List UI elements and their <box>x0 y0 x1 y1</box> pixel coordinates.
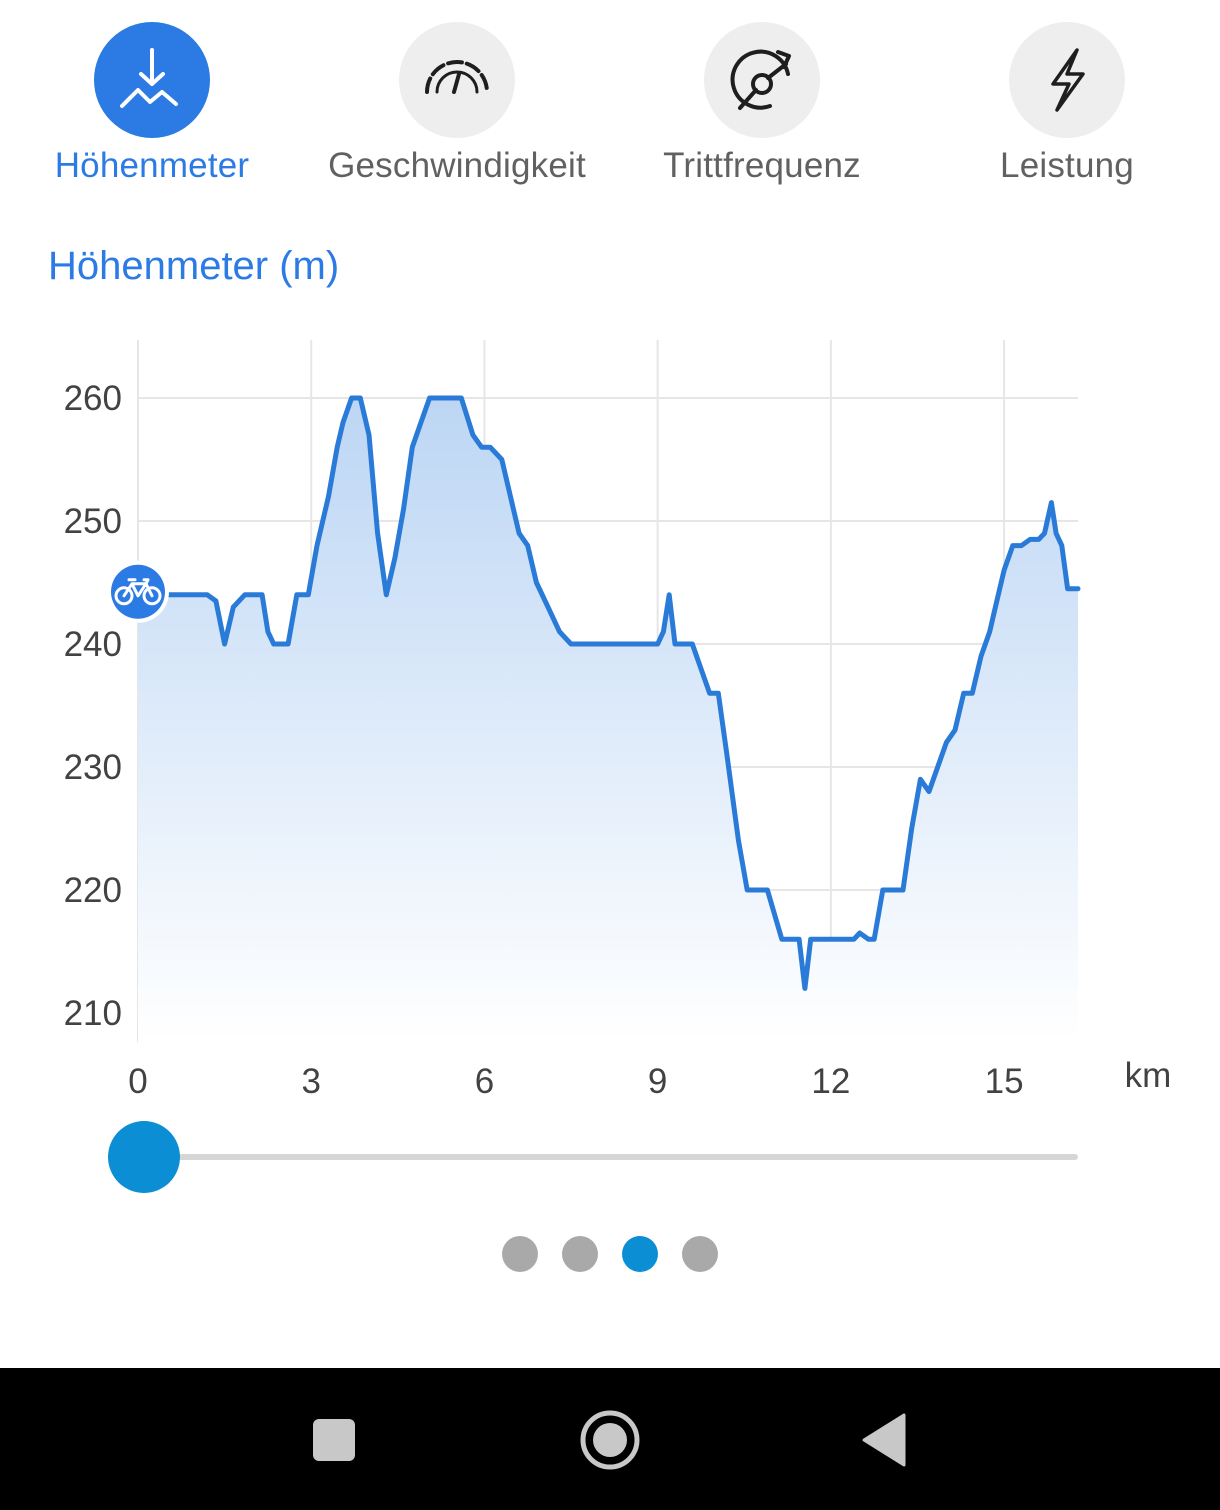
x-tick-label: 3 <box>301 1062 320 1101</box>
page-indicator <box>500 1236 720 1274</box>
y-tick-label: 230 <box>64 748 122 787</box>
tab-elevation[interactable]: Höhenmeter <box>2 22 302 197</box>
elevation-icon <box>120 48 178 108</box>
bicycle-wheel-front <box>142 586 162 606</box>
x-tick-label: 0 <box>128 1062 147 1101</box>
tab-cadence-label: Trittfrequenz <box>663 146 861 185</box>
back-button[interactable] <box>854 1408 918 1472</box>
system-navigation-bar <box>0 1368 1220 1510</box>
bicycle-frame <box>122 578 154 598</box>
y-tick-label: 210 <box>64 994 122 1033</box>
home-button[interactable] <box>578 1408 642 1472</box>
page-dot-1[interactable] <box>502 1236 538 1272</box>
position-marker[interactable] <box>107 560 169 623</box>
metric-tab-bar: Höhenmeter Geschwindigkeit Trittfrequenz <box>0 0 1220 200</box>
cadence-icon <box>730 49 791 110</box>
y-tick-label: 250 <box>64 502 122 541</box>
tab-power-label: Leistung <box>1000 146 1134 185</box>
slider-thumb[interactable] <box>108 1121 180 1193</box>
bicycle-wheel-back <box>114 586 134 606</box>
marker-background <box>111 564 165 619</box>
bicycle-icon <box>114 578 162 606</box>
tab-cadence-icon-circle <box>704 22 820 138</box>
tab-power-icon-circle <box>1009 22 1125 138</box>
lightning-icon <box>1051 48 1085 112</box>
home-circle-icon <box>580 1410 640 1470</box>
y-tick-label: 240 <box>64 625 122 664</box>
elevation-area <box>138 398 1078 1042</box>
tab-speed[interactable]: Geschwindigkeit <box>307 22 607 197</box>
slider-track[interactable] <box>138 1154 1078 1160</box>
x-tick-label: 15 <box>985 1062 1024 1101</box>
x-axis-ticks: 0 3 6 9 12 15 <box>128 1062 1023 1101</box>
chart-title: Höhenmeter (m) <box>48 244 340 288</box>
elevation-chart[interactable]: 210 220 230 240 250 260 0 3 6 9 12 15 km <box>0 320 1220 1110</box>
tab-power[interactable]: Leistung <box>917 22 1217 197</box>
tab-cadence[interactable]: Trittfrequenz <box>612 22 912 197</box>
y-tick-label: 220 <box>64 871 122 910</box>
chart-line-layer <box>135 395 1081 991</box>
page-dot-3[interactable] <box>622 1236 658 1272</box>
back-triangle-icon <box>862 1413 906 1467</box>
position-slider[interactable] <box>108 1120 1088 1196</box>
elevation-line <box>135 395 1081 991</box>
y-tick-label: 260 <box>64 379 122 418</box>
tab-elevation-icon-circle <box>94 22 210 138</box>
speedometer-icon <box>425 60 489 94</box>
y-axis-ticks: 210 220 230 240 250 260 <box>64 379 122 1033</box>
recents-square-icon <box>313 1419 355 1461</box>
tab-elevation-label: Höhenmeter <box>54 146 250 185</box>
x-tick-label: 6 <box>475 1062 494 1101</box>
tab-speed-label: Geschwindigkeit <box>328 146 586 185</box>
page-dot-4[interactable] <box>682 1236 718 1272</box>
x-axis-unit-label: km <box>1125 1056 1172 1095</box>
x-tick-label: 12 <box>811 1062 850 1101</box>
chart-area-layer <box>138 398 1078 1042</box>
tab-speed-icon-circle <box>399 22 515 138</box>
page-dot-2[interactable] <box>562 1236 598 1272</box>
x-tick-label: 9 <box>648 1062 667 1101</box>
recents-button[interactable] <box>302 1408 366 1472</box>
